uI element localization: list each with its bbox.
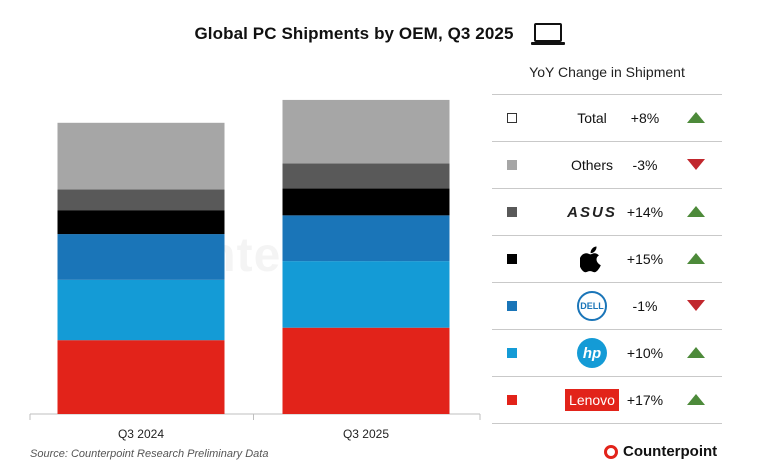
dell-logo-text: DELL bbox=[577, 291, 607, 321]
bar-segment-others-q3-2025 bbox=[282, 99, 450, 164]
hp-logo-text: hp bbox=[577, 338, 607, 368]
bar-segment-apple-q3-2025 bbox=[282, 188, 450, 216]
x-tick-label: Q3 2025 bbox=[343, 427, 389, 441]
legend-change-asus: +14% bbox=[626, 204, 664, 220]
legend-swatch-dell bbox=[507, 301, 517, 311]
legend-swatch-total bbox=[507, 113, 517, 123]
up-arrow-icon bbox=[687, 112, 705, 123]
counterpoint-logo: Counterpoint bbox=[604, 443, 717, 460]
legend-change-others: -3% bbox=[632, 157, 658, 173]
counterpoint-logo-text: Counterpoint bbox=[623, 443, 718, 460]
legend-label-others: Others bbox=[570, 157, 613, 173]
legend-table: Total +8% Others -3% ASUS +14% +15% DELL… bbox=[492, 94, 722, 424]
x-tick-label: Q3 2024 bbox=[118, 427, 164, 441]
hp-logo: hp bbox=[532, 330, 652, 376]
bar-segment-hp-q3-2024 bbox=[57, 279, 225, 341]
chart-title: Global PC Shipments by OEM, Q3 2025 bbox=[0, 22, 760, 46]
up-arrow-icon bbox=[687, 394, 705, 405]
legend-title: YoY Change in Shipment bbox=[529, 64, 685, 80]
legend-row-others: Others -3% bbox=[492, 141, 722, 188]
apple-logo bbox=[532, 236, 652, 282]
asus-logo: ASUS bbox=[532, 189, 652, 235]
bar-segment-lenovo-q3-2025 bbox=[282, 327, 450, 414]
bar-segment-lenovo-q3-2024 bbox=[57, 340, 225, 414]
asus-logo-text: ASUS bbox=[567, 203, 617, 221]
legend-swatch-apple bbox=[507, 254, 517, 264]
apple-logo-icon bbox=[580, 246, 601, 273]
legend-swatch-hp bbox=[507, 348, 517, 358]
legend-row-total: Total +8% bbox=[492, 94, 722, 141]
bar-segment-hp-q3-2025 bbox=[282, 261, 450, 328]
bar-segment-dell-q3-2024 bbox=[57, 234, 225, 280]
bar-segment-others-q3-2024 bbox=[57, 122, 225, 190]
legend-swatch-asus bbox=[507, 207, 517, 217]
dell-logo: DELL bbox=[532, 283, 652, 329]
lenovo-logo-text: Lenovo bbox=[565, 389, 619, 411]
up-arrow-icon bbox=[687, 347, 705, 358]
legend-row-apple: +15% bbox=[492, 235, 722, 282]
legend-row-dell: DELL -1% bbox=[492, 282, 722, 329]
legend-row-lenovo: Lenovo +17% bbox=[492, 376, 722, 424]
bar-segment-dell-q3-2025 bbox=[282, 215, 450, 262]
down-arrow-icon bbox=[687, 159, 705, 170]
bar-segment-asus-q3-2024 bbox=[57, 189, 225, 211]
legend-row-asus: ASUS +14% bbox=[492, 188, 722, 235]
legend-change-hp: +10% bbox=[626, 345, 664, 361]
legend-change-total: +8% bbox=[630, 110, 660, 126]
bar-segment-asus-q3-2025 bbox=[282, 163, 450, 189]
legend-swatch-lenovo bbox=[507, 395, 517, 405]
up-arrow-icon bbox=[687, 206, 705, 217]
up-arrow-icon bbox=[687, 253, 705, 264]
legend-change-apple: +15% bbox=[626, 251, 664, 267]
down-arrow-icon bbox=[687, 300, 705, 311]
legend-label-total: Total bbox=[577, 110, 607, 126]
source-note: Source: Counterpoint Research Preliminar… bbox=[30, 448, 269, 460]
bar-segment-apple-q3-2024 bbox=[57, 210, 225, 235]
legend-change-dell: -1% bbox=[632, 298, 658, 314]
laptop-icon bbox=[530, 23, 565, 45]
chart-title-text: Global PC Shipments by OEM, Q3 2025 bbox=[194, 24, 514, 43]
counterpoint-mark-icon bbox=[604, 444, 618, 459]
lenovo-logo: Lenovo bbox=[532, 377, 652, 423]
legend-change-lenovo: +17% bbox=[626, 392, 664, 408]
legend-swatch-others bbox=[507, 160, 517, 170]
legend-row-hp: hp +10% bbox=[492, 329, 722, 376]
